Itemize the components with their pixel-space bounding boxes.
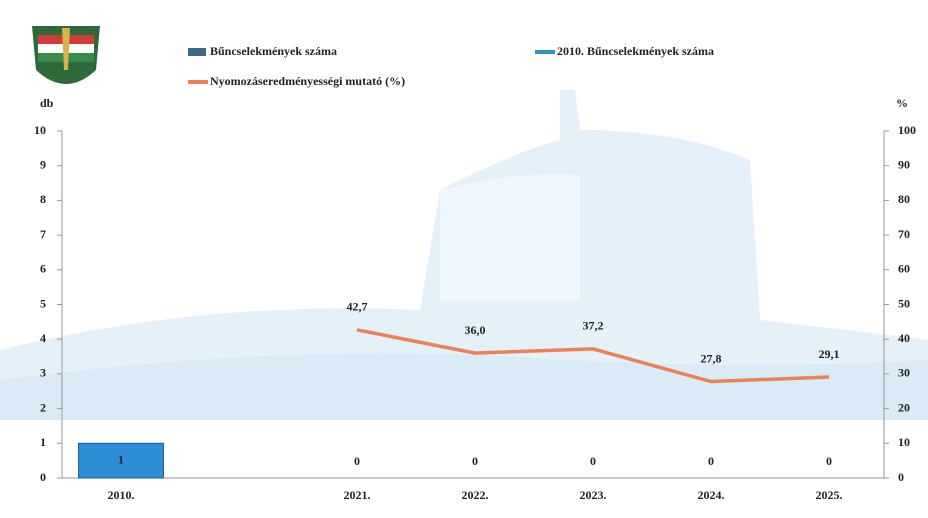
bar-value-label: 0 [708,454,714,468]
y2-tick-label: 60 [898,262,910,276]
legend-label: Nyomozáseredményességi mutató (%) [210,74,405,88]
y2-tick-label: 0 [898,470,904,484]
background-building [0,90,928,420]
y-tick-label: 1 [40,435,46,449]
y-tick-label: 5 [40,296,46,310]
y2-tick-label: 10 [898,435,910,449]
y2-tick-label: 30 [898,366,910,380]
x-tick-label: 2024. [698,488,725,502]
y-tick-label: 0 [40,470,46,484]
x-tick-label: 2023. [580,488,607,502]
bar [78,442,164,479]
y2-tick-label: 40 [898,331,910,345]
y2-tick-label: 100 [898,123,916,137]
line-value-label: 29,1 [819,347,840,361]
y-tick-label: 7 [40,227,46,241]
x-tick-label: 2021. [344,488,371,502]
y-axis-label: db [40,96,54,110]
y2-tick-label: 50 [898,296,910,310]
line-value-label: 36,0 [465,323,486,337]
bar-value-label: 0 [826,454,832,468]
y2-tick-label: 70 [898,227,910,241]
line-value-label: 42,7 [347,300,368,314]
y-tick-label: 3 [40,366,46,380]
y2-tick-label: 90 [898,157,910,171]
y-tick-label: 9 [40,157,46,171]
bar-value-label: 0 [472,454,478,468]
y2-axis-label: % [896,96,908,110]
y-tick-label: 2 [40,400,46,414]
x-tick-label: 2025. [816,488,843,502]
legend-label: 2010. Bűncselekmények száma [557,44,714,58]
y2-tick-label: 80 [898,192,910,206]
line-value-label: 37,2 [583,319,604,333]
bar-value-label: 1 [118,452,124,466]
y2-tick-label: 20 [898,400,910,414]
y-tick-label: 4 [40,331,46,345]
bar-value-label: 0 [354,454,360,468]
y-tick-label: 8 [40,192,46,206]
line-value-label: 27,8 [701,351,722,365]
y-tick-label: 10 [34,123,46,137]
x-tick-label: 2022. [462,488,489,502]
line-series [356,328,830,384]
bar-value-label: 0 [590,454,596,468]
logo [32,26,100,84]
legend-swatch [188,48,206,56]
y-tick-label: 6 [40,262,46,276]
x-tick-label: 2010. [108,488,135,502]
legend-label: Bűncselekmények száma [210,44,337,58]
